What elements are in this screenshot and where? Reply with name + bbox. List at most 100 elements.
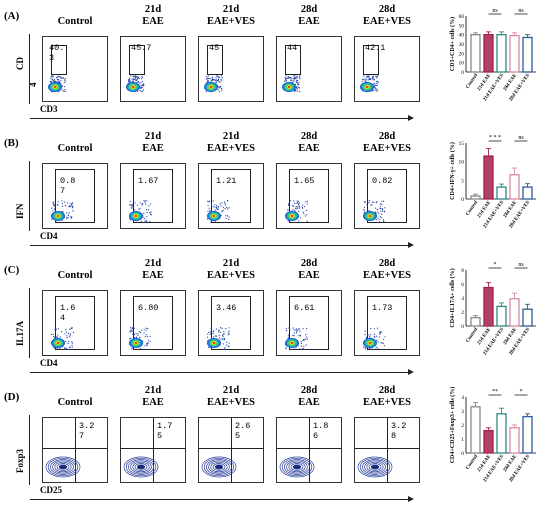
flow-event xyxy=(143,89,145,91)
x-axis-arrow xyxy=(30,118,410,119)
flow-event xyxy=(63,79,66,81)
flow-event xyxy=(220,75,222,77)
flow-event xyxy=(56,204,58,206)
flow-event xyxy=(206,336,209,338)
flow-event xyxy=(130,337,132,339)
density-contour xyxy=(50,459,76,475)
flow-event xyxy=(219,87,221,89)
flow-event xyxy=(363,211,365,213)
flow-event xyxy=(131,204,133,206)
y-axis-label-text: IL17A xyxy=(15,320,25,346)
flow-event xyxy=(367,75,369,77)
flow-event xyxy=(59,336,61,338)
flow-event xyxy=(226,341,228,343)
flow-event xyxy=(303,345,305,347)
flow-event xyxy=(224,202,226,205)
flow-event xyxy=(227,200,229,202)
flow-event xyxy=(287,209,289,211)
flow-event xyxy=(287,220,289,222)
flow-event xyxy=(304,348,306,350)
flow-event xyxy=(215,77,217,79)
flow-event xyxy=(373,83,375,85)
flow-event xyxy=(54,201,56,203)
gate-value-line2: 5 xyxy=(157,431,163,441)
flow-event xyxy=(222,339,224,341)
gate-value-line1: 1.65 xyxy=(294,176,315,186)
flow-event xyxy=(224,208,226,210)
column-header: Control xyxy=(35,397,115,409)
flow-event xyxy=(71,344,73,346)
flow-event xyxy=(292,205,294,207)
flow-event xyxy=(299,76,301,78)
flow-event xyxy=(295,328,297,330)
flow-event xyxy=(298,334,300,336)
flow-event xyxy=(296,329,299,331)
flow-event xyxy=(225,215,227,217)
flow-event xyxy=(295,329,297,331)
flow-event xyxy=(210,203,212,205)
chart-y-label: CD3+CD4+ cells (%) xyxy=(449,17,456,71)
flow-event xyxy=(228,333,230,335)
flow-event xyxy=(71,203,73,205)
flow-event xyxy=(295,206,297,208)
flow-event xyxy=(218,334,220,336)
flow-event xyxy=(219,203,221,205)
gate-value-line2: 5 xyxy=(235,431,241,441)
y-tick-label: 5 xyxy=(461,178,464,184)
y-axis-arrow xyxy=(29,34,30,104)
flow-event xyxy=(382,210,384,212)
bar xyxy=(496,413,507,454)
gate-value-line1: 45.7 xyxy=(131,43,152,53)
flow-event xyxy=(303,213,305,215)
column-header: 21d EAE+VES xyxy=(191,131,271,155)
flow-contours xyxy=(279,456,315,478)
flow-event xyxy=(69,328,71,330)
flow-event xyxy=(129,327,132,329)
y-tick-label: 20 xyxy=(459,51,465,57)
column-header-line2: EAE+VES xyxy=(207,143,255,154)
flow-event xyxy=(139,83,141,85)
y-axis-arrow xyxy=(29,288,30,358)
flow-event xyxy=(368,347,370,350)
gate-box xyxy=(55,169,95,223)
gate-box xyxy=(55,296,95,350)
flow-events xyxy=(128,327,151,350)
column-header-line2: EAE+VES xyxy=(363,143,411,154)
flow-event xyxy=(71,207,73,209)
flow-event xyxy=(146,200,148,202)
flow-event xyxy=(222,209,224,211)
gate-value-line2: 8 xyxy=(391,431,397,441)
flow-event xyxy=(290,79,292,81)
flow-event xyxy=(51,207,53,209)
flow-event xyxy=(376,339,378,341)
flow-event xyxy=(293,77,295,79)
flow-event xyxy=(373,85,376,87)
y-axis-label: Foxp3 xyxy=(15,449,25,473)
flow-plot: 3.46 xyxy=(198,290,264,356)
flow-event xyxy=(209,333,211,335)
flow-event xyxy=(132,203,134,206)
flow-event xyxy=(214,221,216,223)
flow-event xyxy=(50,77,52,79)
flow-event xyxy=(60,77,62,79)
density-contour xyxy=(201,456,237,478)
column-header-line2: Control xyxy=(57,397,93,408)
flow-event xyxy=(305,344,307,346)
flow-event xyxy=(220,327,222,329)
column-header-line1: 21d xyxy=(144,4,162,15)
flow-event xyxy=(69,334,71,336)
flow-event xyxy=(221,77,223,79)
flow-plot: 2.6 5 xyxy=(198,417,264,483)
y-tick-label: 3 xyxy=(461,409,464,415)
flow-event xyxy=(138,208,140,210)
flow-event xyxy=(72,202,74,204)
y-axis-arrow xyxy=(29,415,30,485)
bar xyxy=(470,316,481,327)
flow-event xyxy=(131,79,133,81)
flow-event xyxy=(296,202,299,204)
flow-event xyxy=(141,220,143,222)
y-tick-label: 10 xyxy=(459,160,465,166)
flow-event xyxy=(218,331,220,333)
flow-event xyxy=(127,80,130,82)
flow-event xyxy=(375,202,377,204)
